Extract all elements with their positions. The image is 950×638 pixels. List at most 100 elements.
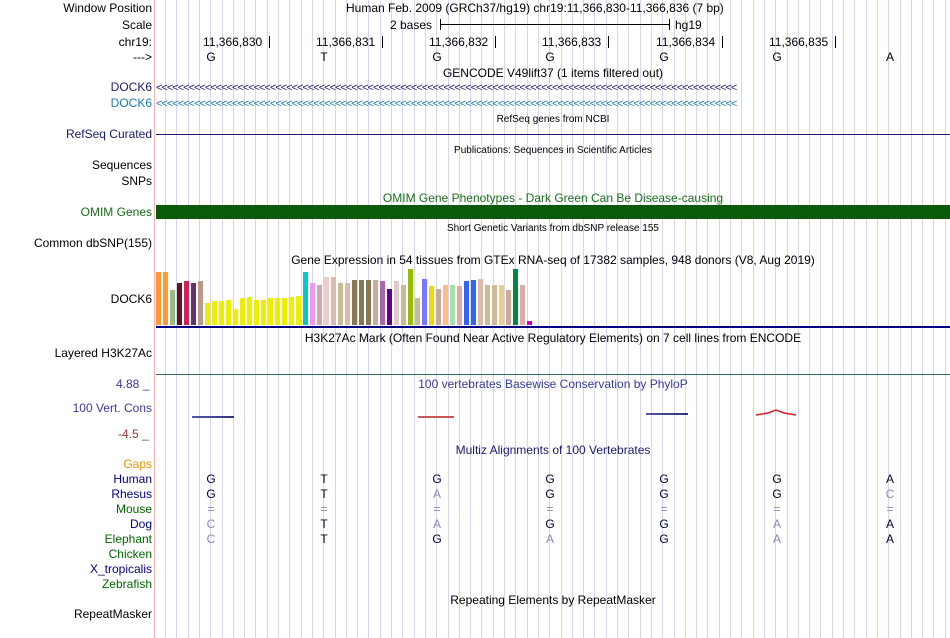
gtex-tissue-bar[interactable] [261, 300, 266, 325]
gtex-tissue-bar[interactable] [233, 309, 238, 325]
publications-track-title[interactable]: Publications: Sequences in Scientific Ar… [454, 145, 652, 156]
gtex-tissue-bar[interactable] [289, 297, 294, 325]
phylop-score-mark[interactable] [192, 416, 234, 418]
gtex-tissue-bar[interactable] [303, 272, 308, 325]
phylop-score-peak[interactable] [756, 409, 796, 417]
multiz-species-label[interactable]: Elephant [104, 532, 152, 546]
gtex-tissue-bar[interactable] [240, 298, 245, 325]
refseq-gene-line[interactable] [156, 134, 950, 135]
gtex-tissue-bar[interactable] [401, 285, 406, 325]
gtex-tissue-bar[interactable] [359, 280, 364, 325]
phylop-track-label[interactable]: 100 Vert. Cons [72, 401, 152, 415]
gencode-gene-label-2[interactable]: DOCK6 [110, 96, 152, 110]
multiz-aligned-base: T [320, 487, 328, 501]
gtex-tissue-bar[interactable] [331, 277, 336, 325]
gtex-tissue-bar[interactable] [205, 303, 210, 325]
gtex-tissue-bar[interactable] [429, 286, 434, 325]
h3k27ac-track-title[interactable]: H3K27Ac Mark (Often Found Near Active Re… [304, 331, 802, 345]
gtex-tissue-bar[interactable] [156, 272, 161, 325]
gtex-tissue-bar[interactable] [492, 285, 497, 325]
gtex-gene-label[interactable]: DOCK6 [110, 292, 152, 306]
gtex-tissue-bar[interactable] [464, 281, 469, 325]
gtex-tissue-bar[interactable] [275, 298, 280, 325]
gtex-track-title[interactable]: Gene Expression in 54 tissues from GTEx … [291, 253, 815, 267]
gtex-tissue-bar[interactable] [254, 300, 259, 325]
gtex-tissue-bar[interactable] [352, 280, 357, 325]
gtex-tissue-bar[interactable] [436, 289, 441, 325]
gtex-tissue-bar[interactable] [324, 277, 329, 325]
gtex-tissue-bar[interactable] [450, 285, 455, 325]
gencode-gene-label-1[interactable]: DOCK6 [110, 80, 152, 94]
gtex-tissue-bar[interactable] [471, 280, 476, 325]
repeatmasker-track-label[interactable]: RepeatMasker [73, 607, 152, 621]
gtex-tissue-bar[interactable] [317, 285, 322, 325]
multiz-species-label[interactable]: X_tropicalis [89, 562, 152, 576]
gtex-tissue-bar[interactable] [478, 279, 483, 325]
multiz-aligned-base: C [885, 487, 895, 501]
multiz-species-label[interactable]: Rhesus [111, 487, 152, 501]
gtex-tissue-bar[interactable] [387, 289, 392, 325]
gtex-tissue-bar[interactable] [345, 283, 350, 325]
multiz-species-label[interactable]: Dog [129, 517, 152, 531]
multiz-aligned-base: G [659, 472, 669, 486]
gtex-tissue-bar[interactable] [226, 300, 231, 325]
gtex-tissue-bar[interactable] [247, 297, 252, 325]
gtex-tissue-bar[interactable] [513, 269, 518, 325]
omim-track-label[interactable]: OMIM Genes [80, 205, 152, 219]
gtex-tissue-bar[interactable] [296, 296, 301, 325]
gtex-tissue-bar[interactable] [443, 285, 448, 325]
gtex-tissue-bar[interactable] [485, 285, 490, 325]
gtex-tissue-bar[interactable] [198, 281, 203, 325]
gencode-track-title[interactable]: GENCODE V49lift37 (1 items filtered out) [442, 66, 664, 80]
phylop-score-mark[interactable] [418, 416, 454, 418]
gtex-tissue-bar[interactable] [394, 281, 399, 325]
gtex-tissue-bar[interactable] [415, 298, 420, 325]
gtex-tissue-bar[interactable] [380, 281, 385, 325]
gtex-tissue-bar[interactable] [520, 285, 525, 325]
multiz-species-label[interactable]: Mouse [115, 502, 152, 516]
gencode-transcript-1[interactable]: <<<<<<<<<<<<<<<<<<<<<<<<<<<<<<<<<<<<<<<<… [156, 83, 737, 93]
multiz-species-label[interactable]: Zebrafish [101, 577, 152, 591]
multiz-species-label[interactable]: Human [113, 472, 152, 486]
gtex-bar-chart[interactable] [156, 269, 536, 325]
gtex-tissue-bar[interactable] [177, 283, 182, 325]
dbsnp-track-label[interactable]: Common dbSNP(155) [33, 236, 152, 250]
phylop-track-title[interactable]: 100 vertebrates Basewise Conservation by… [418, 377, 688, 391]
gtex-tissue-bar[interactable] [338, 283, 343, 325]
omim-track-title[interactable]: OMIM Gene Phenotypes - Dark Green Can Be… [382, 191, 724, 205]
snps-track-label[interactable]: SNPs [121, 174, 152, 188]
gtex-tissue-bar[interactable] [408, 269, 413, 325]
multiz-aligned-base: = [320, 502, 328, 516]
gtex-tissue-bar[interactable] [212, 301, 217, 325]
multiz-gaps-label[interactable]: Gaps [123, 457, 152, 471]
gtex-tissue-bar[interactable] [422, 279, 427, 325]
dbsnp-track-title[interactable]: Short Genetic Variants from dbSNP releas… [447, 223, 659, 234]
gtex-tissue-bar[interactable] [366, 280, 371, 325]
gtex-tissue-bar[interactable] [268, 298, 273, 325]
omim-feature-bar[interactable] [156, 205, 950, 219]
refseq-track-title[interactable]: RefSeq genes from NCBI [496, 114, 610, 125]
gtex-tissue-bar[interactable] [457, 286, 462, 325]
gtex-tissue-bar[interactable] [373, 280, 378, 325]
multiz-track-title[interactable]: Multiz Alignments of 100 Vertebrates [455, 443, 651, 457]
gtex-tissue-bar[interactable] [499, 285, 504, 325]
gtex-tissue-bar[interactable] [163, 272, 168, 325]
gencode-transcript-2[interactable]: <<<<<<<<<<<<<<<<<<<<<<<<<<<<<<<<<<<<<<<<… [156, 99, 737, 109]
publications-track-label[interactable]: Sequences [91, 158, 152, 172]
h3k27ac-track-label[interactable]: Layered H3K27Ac [54, 346, 152, 360]
gtex-tissue-bar[interactable] [527, 321, 532, 325]
gtex-tissue-bar[interactable] [184, 281, 189, 325]
grid-line [650, 0, 652, 638]
phylop-score-mark[interactable] [646, 413, 688, 415]
gtex-tissue-bar[interactable] [170, 290, 175, 325]
gtex-tissue-bar[interactable] [219, 301, 224, 325]
gtex-tissue-bar[interactable] [506, 290, 511, 325]
refseq-track-label[interactable]: RefSeq Curated [65, 127, 152, 141]
gtex-tissue-bar[interactable] [282, 298, 287, 325]
multiz-aligned-base: A [885, 532, 894, 546]
multiz-species-label[interactable]: Chicken [108, 547, 152, 561]
repeatmasker-track-title[interactable]: Repeating Elements by RepeatMasker [450, 593, 656, 607]
gtex-tissue-bar[interactable] [191, 283, 196, 325]
window-position-value[interactable]: Human Feb. 2009 (GRCh37/hg19) chr19:11,3… [346, 1, 724, 15]
gtex-tissue-bar[interactable] [310, 283, 315, 325]
